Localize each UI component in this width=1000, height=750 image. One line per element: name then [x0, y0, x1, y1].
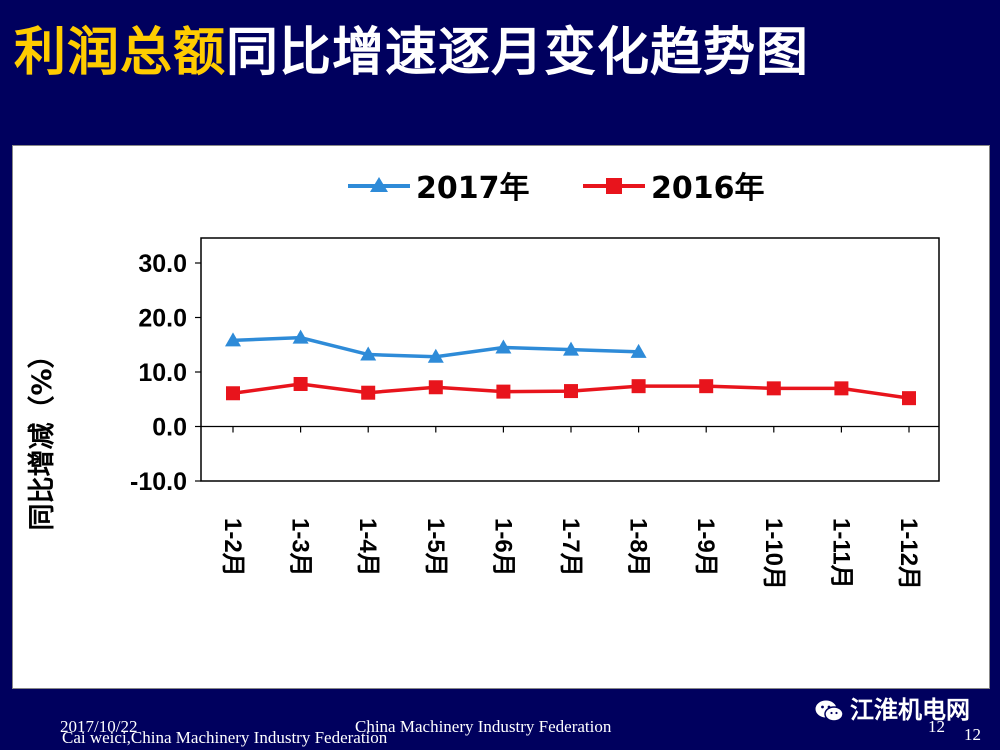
x-tick-label: 1-4月 [354, 518, 381, 577]
page-number-left: 12 [928, 717, 945, 736]
data-point-2017年 [225, 332, 241, 347]
x-tick-label: 1-2月 [219, 518, 246, 577]
title-bar: 利润总额同比增速逐月变化趋势图 [0, 0, 1000, 118]
data-point-2016年 [428, 380, 443, 395]
legend-label-2017年: 2017年 [416, 171, 530, 206]
data-point-2016年 [293, 376, 308, 391]
footer-author: Cai weici,China Machinery Industry Feder… [62, 728, 388, 747]
data-point-2016年 [361, 385, 376, 400]
legend-marker-2017年 [370, 177, 388, 192]
legend-marker-2016年 [606, 178, 622, 194]
y-tick-label: 30.0 [138, 250, 187, 278]
data-point-2016年 [496, 384, 511, 399]
data-point-2016年 [631, 379, 646, 394]
data-point-2016年 [902, 391, 916, 406]
x-tick-label: 1-11月 [827, 518, 854, 589]
y-tick-label: 0.0 [152, 414, 187, 442]
y-axis-label: 同比增减（%） [26, 341, 58, 530]
footer-date: 2017/10/22 [60, 717, 138, 736]
data-point-2016年 [699, 379, 714, 394]
title-rest: 同比增速逐月变化趋势图 [226, 23, 810, 83]
data-point-2017年 [292, 329, 309, 344]
watermark: 江淮机电网 [814, 690, 970, 725]
data-point-2017年 [427, 348, 444, 363]
data-point-2017年 [630, 343, 647, 358]
legend-label-2016年: 2016年 [651, 171, 765, 206]
x-tick-label: 1-5月 [422, 518, 449, 577]
y-tick-label: 20.0 [138, 305, 187, 333]
slide-title: 利润总额同比增速逐月变化趋势图 [14, 18, 809, 88]
footer-organization: China Machinery Industry Federation [355, 717, 612, 736]
wechat-icon [815, 700, 844, 722]
x-tick-label: 1-8月 [625, 518, 652, 577]
x-tick-label: 1-9月 [692, 518, 719, 577]
x-tick-label: 1-3月 [287, 518, 314, 577]
watermark-text: 江淮机电网 [850, 696, 970, 724]
chart-panel: 30.0 20.0 10.0 0.0 -10.0 1-2月 1-3月 1-4月 1-5月 1-6月… [12, 145, 990, 689]
data-point-2017年 [360, 346, 377, 361]
x-tick-label: 1-7月 [557, 518, 584, 577]
data-point-2017年 [563, 341, 579, 356]
data-point-2016年 [834, 381, 849, 396]
plot-area [200, 237, 940, 482]
x-tick-label: 1-6月 [489, 518, 516, 577]
data-point-2016年 [564, 384, 578, 399]
data-point-2016年 [226, 386, 240, 401]
x-tick-label: 1-10月 [760, 518, 787, 590]
line-chart: 30.0 20.0 10.0 0.0 -10.0 1-2月 1-3月 1-4月 1-5月 1-6月… [26, 171, 940, 590]
title-highlight: 利润总额 [14, 23, 227, 83]
data-point-2017年 [495, 339, 512, 354]
y-tick-label: -10.0 [130, 468, 187, 496]
page-number-right: 12 [964, 725, 981, 744]
x-tick-label: 1-12月 [895, 518, 922, 590]
y-tick-label: 10.0 [138, 359, 187, 387]
data-point-2016年 [766, 381, 781, 396]
